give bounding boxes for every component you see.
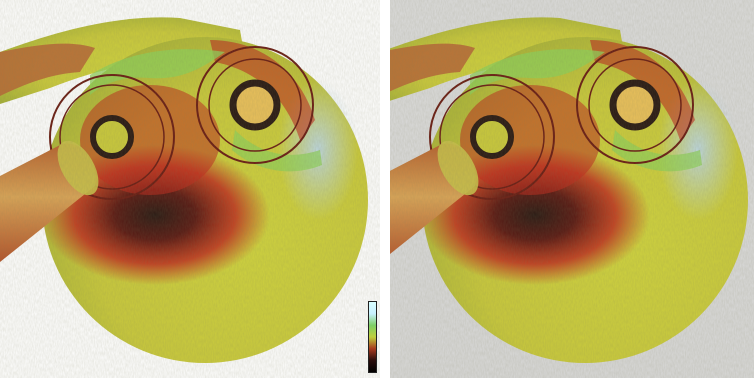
- volute-render: [390, 0, 754, 378]
- render-view-right: [390, 0, 754, 378]
- color-scale-legend: [368, 301, 377, 373]
- flow-visualization-right: [390, 0, 754, 378]
- volute-render: [0, 0, 380, 378]
- flow-visualization-left: [0, 0, 380, 378]
- flow-texture: [0, 0, 380, 378]
- flow-texture: [390, 0, 754, 378]
- render-view-left: [0, 0, 380, 378]
